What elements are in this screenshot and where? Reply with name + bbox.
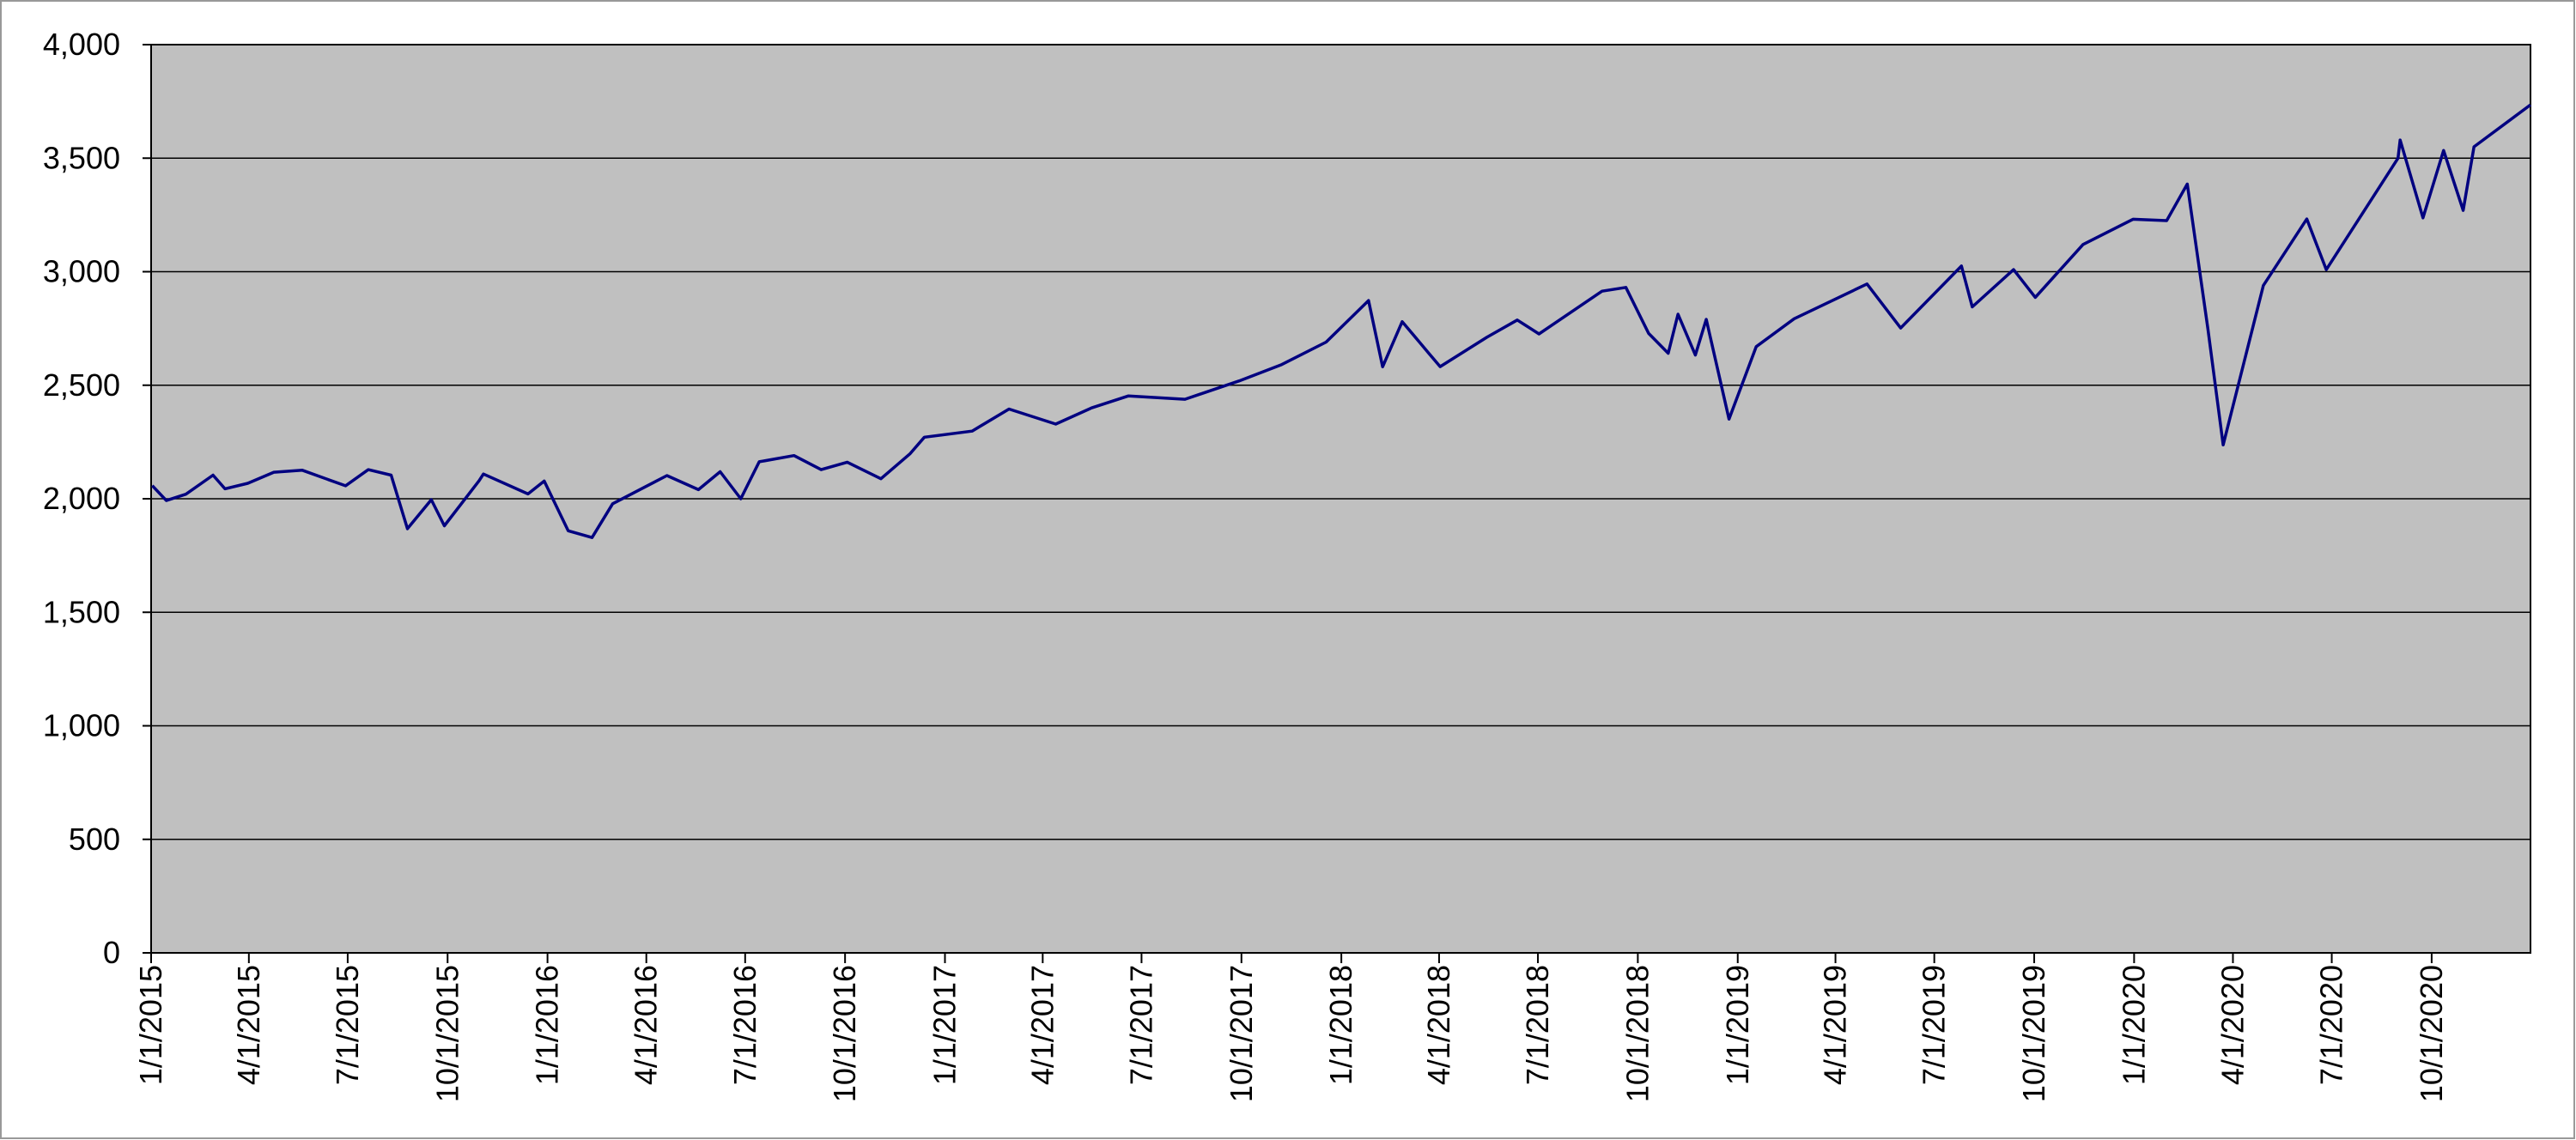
x-tick-label: 4/1/2017 [1024,965,1060,1085]
x-tick-label: 1/1/2015 [133,965,168,1085]
x-tick-label: 10/1/2015 [429,965,465,1102]
y-tick-label: 1,000 [43,708,120,743]
x-tick-label: 10/1/2017 [1224,965,1259,1102]
x-tick-label: 4/1/2015 [231,965,266,1085]
x-tick-label: 7/1/2015 [330,965,365,1085]
plot-border [150,44,2531,954]
y-tick-label: 2,500 [43,367,120,403]
x-tick-label: 1/1/2020 [2116,965,2151,1085]
x-tick-label: 1/1/2018 [1323,965,1358,1085]
line [151,103,2532,539]
y-tick-label: 500 [69,822,120,857]
x-tick-label: 1/1/2019 [1720,965,1755,1085]
y-tick-label: 4,000 [43,27,120,62]
y-tick-label: 1,500 [43,594,120,629]
x-tick-label: 4/1/2019 [1818,965,1853,1085]
y-tick-label: 2,000 [43,481,120,516]
x-tick-label: 10/1/2019 [2016,965,2051,1102]
x-tick-label: 1/1/2017 [927,965,963,1085]
x-tick-label: 7/1/2019 [1917,965,1952,1085]
x-tick-label: 7/1/2020 [2314,965,2349,1085]
y-tick-label: 3,500 [43,140,120,175]
x-tick-label: 4/1/2018 [1421,965,1456,1085]
x-tick-label: 10/1/2016 [827,965,862,1102]
x-tick-label: 10/1/2018 [1619,965,1655,1102]
x-tick-label: 1/1/2016 [530,965,565,1085]
y-tick-label: 3,000 [43,254,120,289]
x-tick-label: 7/1/2017 [1123,965,1158,1085]
x-tick-label: 7/1/2016 [727,965,762,1085]
x-tick-label: 7/1/2018 [1520,965,1555,1085]
x-tick-label: 4/1/2020 [2215,965,2250,1085]
y-tick-label: 0 [103,935,120,970]
x-tick-label: 4/1/2016 [629,965,664,1085]
x-tick-label: 10/1/2020 [2414,965,2449,1102]
